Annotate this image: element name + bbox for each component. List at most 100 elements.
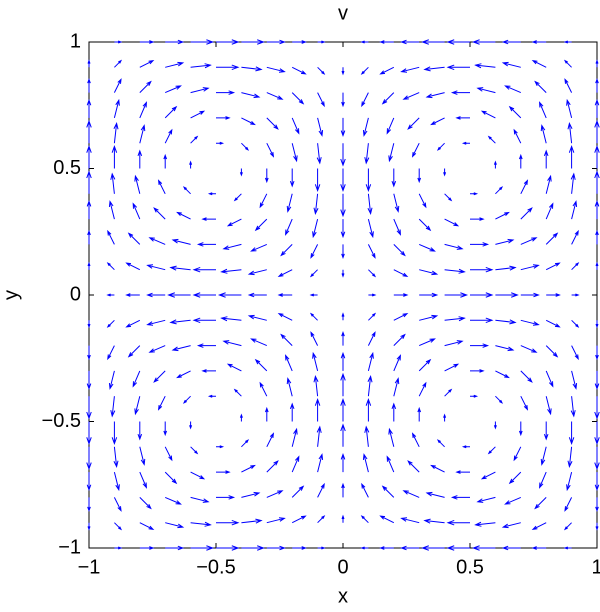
arrow — [493, 160, 497, 169]
arrow — [171, 238, 191, 245]
arrow — [566, 98, 573, 119]
arrow — [543, 421, 549, 441]
arrow — [455, 470, 470, 474]
chart-title: v — [338, 2, 348, 24]
arrow — [386, 117, 395, 135]
arrow — [360, 546, 369, 550]
arrow — [239, 168, 243, 177]
arrow — [341, 482, 345, 498]
y-tick-label: 0.5 — [53, 157, 81, 179]
arrow — [444, 268, 466, 274]
arrow — [436, 439, 445, 448]
arrow — [340, 423, 346, 447]
arrow — [520, 264, 540, 271]
arrow — [571, 370, 578, 390]
arrow — [391, 402, 397, 422]
arrow — [264, 406, 269, 422]
arrow — [446, 519, 470, 526]
arrow — [570, 396, 576, 418]
arrow — [86, 396, 92, 420]
arrow — [241, 66, 263, 72]
arrow — [595, 261, 599, 270]
arrow — [471, 39, 496, 45]
arrow — [190, 63, 212, 69]
arrow — [190, 39, 215, 45]
arrow — [531, 40, 547, 44]
arrow — [566, 471, 573, 492]
arrow — [340, 168, 346, 192]
arrow — [474, 521, 496, 527]
arrow — [520, 237, 538, 245]
arrow — [443, 413, 447, 422]
arrow — [407, 460, 420, 473]
arrow — [444, 388, 453, 397]
arrow — [360, 66, 369, 75]
arrow — [196, 242, 216, 247]
arrow — [379, 515, 395, 524]
arrow — [107, 229, 115, 245]
arrow — [495, 292, 519, 298]
arrow — [110, 172, 116, 194]
arrow — [381, 485, 395, 498]
arrow — [340, 398, 346, 422]
arrow — [386, 455, 395, 473]
arrow — [393, 354, 401, 372]
arrow — [157, 395, 166, 411]
arrow — [430, 464, 445, 473]
arrow — [190, 135, 199, 144]
arrow — [111, 145, 118, 169]
arrow — [87, 261, 91, 270]
arrow — [139, 40, 155, 44]
arrow — [444, 363, 460, 372]
arrow — [594, 200, 600, 220]
arrow — [241, 142, 250, 151]
arrow — [108, 370, 115, 390]
arrow — [153, 207, 166, 220]
arrow — [520, 370, 533, 383]
arrow — [446, 64, 470, 71]
arrow — [247, 269, 267, 276]
arrow — [226, 218, 242, 227]
arrow — [277, 313, 293, 321]
arrow — [277, 293, 293, 297]
arrow — [495, 345, 515, 352]
arrow — [360, 40, 369, 44]
arrow — [86, 200, 92, 220]
arrow — [340, 453, 346, 473]
arrow — [233, 388, 242, 397]
arrow — [534, 497, 547, 510]
arrow — [563, 546, 572, 550]
arrow — [419, 314, 439, 321]
arrow — [495, 211, 510, 220]
arrow — [450, 495, 470, 500]
arrow — [241, 39, 265, 45]
x-axis-label: x — [338, 585, 348, 607]
arrow — [341, 269, 345, 278]
arrow — [365, 398, 372, 422]
x-tick-label: 1 — [591, 556, 600, 578]
arrow — [190, 446, 199, 455]
arrow — [171, 345, 191, 352]
arrow — [546, 293, 561, 297]
arrow — [340, 143, 346, 167]
arrow — [423, 66, 445, 72]
arrow — [402, 490, 420, 498]
arrow — [266, 92, 284, 100]
arrow — [444, 193, 453, 202]
arrow — [539, 471, 547, 489]
arrow — [595, 522, 599, 531]
arrow — [379, 546, 394, 550]
arrow — [411, 142, 420, 158]
arrow — [341, 92, 345, 108]
arrow — [113, 497, 122, 512]
arrow — [545, 174, 552, 194]
arrow — [291, 427, 298, 447]
arrow — [313, 374, 319, 397]
arrow — [165, 61, 185, 68]
arrow — [292, 40, 307, 44]
arrow — [87, 59, 91, 68]
arrow — [545, 345, 559, 358]
arrow — [192, 292, 216, 298]
arrow — [391, 168, 397, 188]
arrow — [571, 200, 578, 220]
